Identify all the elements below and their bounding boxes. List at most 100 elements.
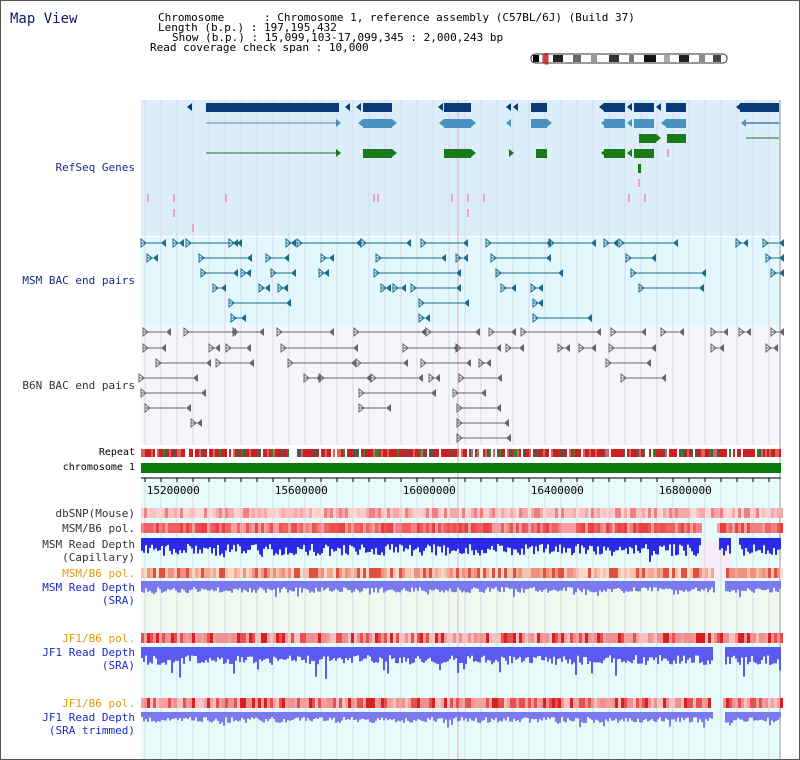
- msm-b6-pol-heat-cell: [609, 523, 612, 533]
- jf1-depth-trim-bar: [229, 712, 231, 723]
- jf1-depth-trim-bar: [249, 712, 251, 720]
- msm-depth-sra-bar: [353, 581, 355, 592]
- msm-depth-capillary-bar: [485, 538, 487, 554]
- jf1-b6-pol-heat-cell: [528, 633, 531, 643]
- dbsnp-heat-cell: [531, 508, 534, 518]
- jf1-depth-trim-bar: [349, 712, 351, 720]
- msm-depth-capillary-bar: [647, 538, 649, 550]
- b6n-bac-pair-end: [329, 328, 334, 336]
- msm-depth-sra-bar: [161, 581, 163, 593]
- msm-bac-pair-end: [228, 237, 235, 249]
- jf1-b6-pol-heat-cell: [642, 633, 645, 643]
- jf1-depth-trim-bar: [333, 712, 335, 718]
- msm-depth-sra-bar: [773, 581, 775, 588]
- msm-depth-capillary-bar: [355, 538, 357, 552]
- jf1-b6-pol2-heat-cell: [420, 698, 423, 708]
- jf1-depth-sra-bar: [577, 647, 579, 656]
- jf1-depth-trim-bar: [413, 712, 415, 720]
- dbsnp-heat-cell: [657, 508, 660, 518]
- dbsnp-heat-cell: [333, 508, 336, 518]
- jf1-b6-pol2-heat-cell: [330, 698, 333, 708]
- repeat-element: [601, 449, 603, 457]
- jf1-b6-pol2-heat-cell: [375, 698, 378, 708]
- msm-depth-capillary-bar: [225, 538, 227, 551]
- track-label-b6n-bac: B6N BAC end pairs: [22, 379, 135, 392]
- msm-depth-sra-bar: [613, 581, 615, 589]
- jf1-depth-sra-bar: [421, 647, 423, 662]
- repeat-element: [673, 449, 675, 457]
- jf1-depth-sra-bar: [529, 647, 531, 663]
- msm-depth-capillary-bar: [293, 538, 295, 556]
- msm-depth-sra-bar: [159, 581, 161, 590]
- jf1-b6-pol2-heat-cell: [207, 698, 210, 708]
- chromosome-ideogram[interactable]: [529, 53, 729, 65]
- msm-b6-pol-heat-cell: [192, 523, 195, 533]
- repeat-element: [391, 449, 393, 457]
- jf1-depth-trim-bar: [547, 712, 549, 718]
- jf1-b6-pol-heat-cell: [165, 633, 168, 643]
- msm-b6-pol-heat-cell: [234, 523, 237, 533]
- dbsnp-heat-cell: [216, 508, 219, 518]
- msm-b6-pol-heat-cell: [369, 523, 372, 533]
- repeat-element: [489, 449, 491, 457]
- msm-b6-pol-heat-cell: [453, 523, 456, 533]
- msm-depth-capillary-bar: [155, 538, 157, 549]
- jf1-depth-sra-bar: [177, 647, 179, 661]
- msm-b6-pol-heat-cell: [297, 523, 300, 533]
- b6n-bac-pair-end: [458, 372, 465, 384]
- msm-depth-capillary-bar: [583, 538, 585, 548]
- jf1-b6-pol-heat-cell: [246, 633, 249, 643]
- b6n-bac-pair-end: [249, 359, 254, 367]
- refseq-gene-green-exon: [604, 149, 625, 158]
- msm-b6-pol2-heat-cell: [270, 568, 273, 578]
- msm-depth-capillary-bar: [169, 538, 171, 551]
- jf1-depth-trim-bar: [423, 712, 425, 722]
- msm-b6-pol2-heat-cell: [156, 568, 159, 578]
- msm-b6-pol-heat-cell: [315, 523, 318, 533]
- jf1-b6-pol-heat-cell: [402, 633, 405, 643]
- msm-depth-capillary-bar: [177, 538, 179, 555]
- msm-b6-pol-heat-cell: [381, 523, 384, 533]
- strand-arrow: [599, 103, 604, 111]
- b6n-bac-pair-end: [723, 328, 728, 336]
- msm-b6-pol2-heat-cell: [501, 568, 504, 578]
- jf1-depth-sra-bar: [411, 647, 413, 664]
- msm-depth-sra-bar: [441, 581, 443, 591]
- jf1-b6-pol-heat-cell: [168, 633, 171, 643]
- jf1-depth-trim-bar: [641, 712, 643, 723]
- refseq-gene-green-exon: [634, 149, 654, 158]
- msm-depth-capillary-bar: [211, 538, 213, 554]
- repeat-element: [267, 449, 269, 457]
- msm-depth-sra-bar: [605, 581, 607, 592]
- refseq-marker: [373, 194, 375, 202]
- msm-depth-capillary-bar: [257, 538, 259, 551]
- msm-b6-pol-heat-cell: [630, 523, 633, 533]
- repeat-element: [487, 449, 489, 457]
- msm-depth-sra-bar: [279, 581, 281, 593]
- msm-depth-sra-bar: [183, 581, 185, 591]
- msm-depth-sra-bar: [179, 581, 181, 593]
- jf1-b6-pol-heat-cell: [396, 633, 399, 643]
- jf1-b6-pol-heat-cell: [744, 633, 747, 643]
- msm-b6-pol2-heat-cell: [483, 568, 486, 578]
- jf1-depth-trim-bar: [673, 712, 675, 720]
- b6n-bac-pair-end: [201, 389, 206, 397]
- refseq-gene-green-exon: [536, 149, 547, 158]
- msm-bac-pair-end: [546, 254, 551, 262]
- msm-depth-capillary-bar: [601, 538, 603, 554]
- b6n-bac-pair-end: [641, 328, 646, 336]
- msm-bac-pair-end: [270, 267, 277, 279]
- jf1-depth-sra-bar: [245, 647, 247, 660]
- msm-depth-sra-bar: [369, 581, 371, 595]
- dbsnp-heat-cell: [387, 508, 390, 518]
- b6n-bac-pair-end: [403, 359, 408, 367]
- msm-b6-pol-heat-cell: [462, 523, 465, 533]
- msm-depth-capillary-bar: [535, 538, 537, 547]
- repeat-element: [237, 449, 239, 457]
- repeat-element: [425, 449, 427, 457]
- msm-depth-capillary-bar: [767, 538, 769, 551]
- msm-depth-capillary-bar: [639, 538, 641, 553]
- b6n-bac-pair-end: [215, 357, 222, 369]
- dbsnp-heat-cell: [759, 508, 762, 518]
